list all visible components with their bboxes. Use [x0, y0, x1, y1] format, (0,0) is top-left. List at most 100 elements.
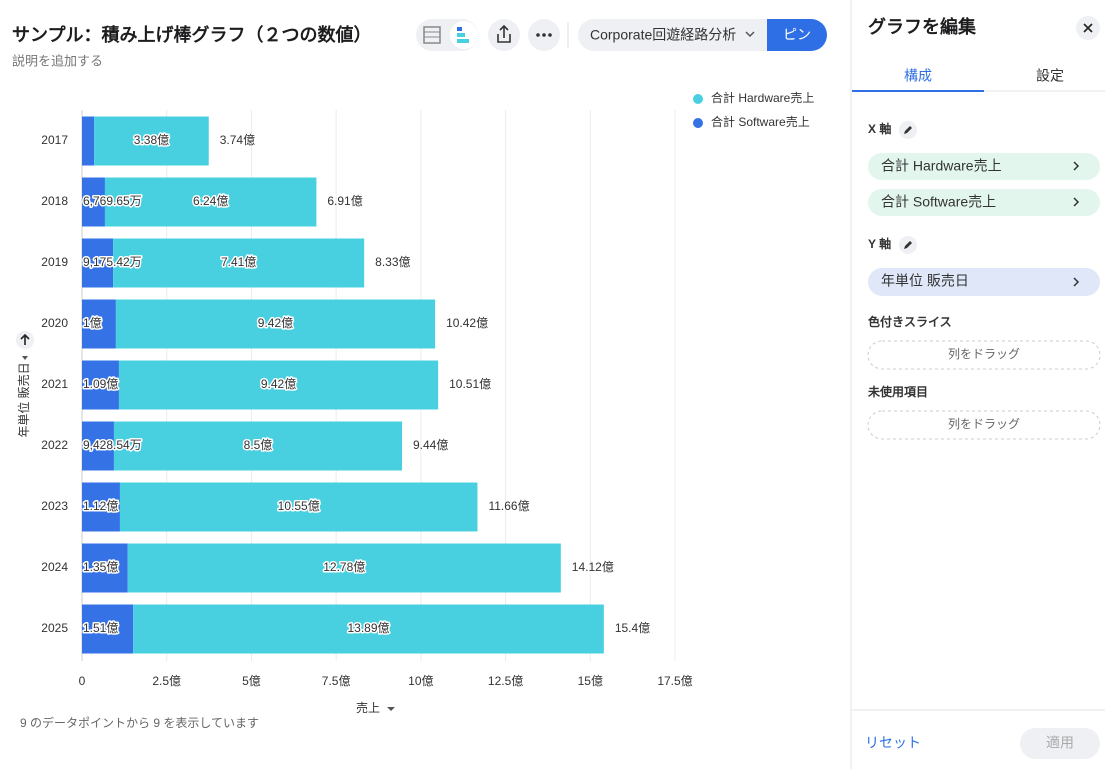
- total-label: 9.44億: [413, 438, 448, 452]
- drop-zone[interactable]: 列をドラッグ: [867, 340, 1101, 370]
- bar-segment: [82, 543, 128, 593]
- field-label: 合計 Hardware売上: [881, 158, 1002, 174]
- edit-button[interactable]: [899, 236, 917, 254]
- data-label: 6,769.65万: [83, 194, 142, 208]
- total-label: 14.12億: [572, 560, 614, 574]
- field-label: 合計 Software売上: [881, 194, 996, 210]
- reset-button[interactable]: リセット: [865, 735, 921, 751]
- data-label: 12.78億: [323, 560, 365, 574]
- y-tick-label: 2020: [41, 316, 68, 330]
- chart: 0 2.5億 5億 7.5億 10億 12.5億 15億 17.5億 2017 3.38億 3.74…: [41, 90, 814, 688]
- data-label: 13.89億: [347, 621, 389, 635]
- x-axis-caret: [387, 707, 395, 711]
- y-tick-label: 2021: [41, 377, 68, 391]
- bar-segment: [127, 543, 561, 593]
- total-label: 8.33億: [375, 255, 410, 269]
- pin-button[interactable]: ピン: [767, 19, 827, 51]
- bar-segment: [82, 238, 114, 288]
- y-axis-caret: [22, 356, 28, 360]
- x-tick-label: 5億: [242, 674, 261, 688]
- x-tick-label: 2.5億: [152, 674, 181, 688]
- tab-active[interactable]: 構成: [904, 68, 932, 84]
- data-label: 8.5億: [244, 438, 273, 452]
- data-label: 3.38億: [134, 133, 169, 147]
- y-tick-label: 2024: [41, 560, 68, 574]
- x-tick-label: 12.5億: [488, 674, 523, 688]
- data-label: 1.35億: [83, 560, 118, 574]
- apply-button[interactable]: 適用: [1020, 728, 1100, 759]
- legend-swatch: [693, 118, 703, 128]
- edit-button[interactable]: [899, 121, 917, 139]
- bar-segment: [115, 299, 436, 349]
- title: サンプル：積み上げ棒グラフ（２つの数値）: [12, 24, 371, 45]
- data-label: 10.55億: [278, 499, 320, 513]
- data-label: 1.12億: [83, 499, 118, 513]
- y-tick-label: 2023: [41, 499, 68, 513]
- data-label: 1億: [83, 316, 102, 330]
- total-label: 10.42億: [446, 316, 488, 330]
- bar-segment: [94, 116, 209, 166]
- y-tick-label: 2018: [41, 194, 68, 208]
- bar-segment: [104, 177, 317, 227]
- bar-segment: [133, 604, 604, 654]
- bar-segment: [82, 116, 95, 166]
- y-tick-label: 2019: [41, 255, 68, 269]
- field-pill[interactable]: 合計 Software売上: [868, 189, 1100, 216]
- section-label: Y 軸: [868, 236, 891, 251]
- subtitle[interactable]: 説明を追加する: [12, 53, 103, 68]
- total-label: 15.4億: [615, 621, 650, 635]
- x-tick-label: 7.5億: [322, 674, 351, 688]
- data-label: 9.42億: [258, 316, 293, 330]
- legend-label: 合計 Software売上: [711, 114, 810, 129]
- view-toggle[interactable]: [416, 19, 478, 51]
- dropdown[interactable]: Corporate回遊経路分析: [578, 19, 767, 51]
- bar-segment: [113, 421, 402, 471]
- bar-segment: [82, 177, 105, 227]
- panel-title: グラフを編集: [868, 16, 977, 37]
- data-label: 1.51億: [83, 621, 118, 635]
- total-label: 11.66億: [488, 499, 529, 513]
- field-label: 年単位 販売日: [881, 273, 969, 289]
- x-tick-label: 0: [79, 674, 86, 688]
- bar-segment: [119, 482, 478, 532]
- close-button[interactable]: [1076, 16, 1100, 40]
- x-tick-label: 17.5億: [657, 674, 692, 688]
- bar-segment: [82, 360, 119, 410]
- field-pill[interactable]: 合計 Hardware売上: [868, 153, 1100, 180]
- y-sort-button[interactable]: [16, 331, 34, 349]
- data-label: 6.24億: [193, 194, 228, 208]
- bar-segment: [82, 482, 120, 532]
- total-label: 10.51億: [449, 377, 491, 391]
- y-axis-title[interactable]: 年単位 販売日: [16, 362, 31, 437]
- section-label: 未使用項目: [867, 384, 928, 399]
- data-label: 1.09億: [83, 377, 118, 391]
- y-tick-label: 2017: [41, 133, 68, 147]
- footer-note: 9 のデータポイントから 9 を表示しています: [20, 715, 259, 730]
- drop-label: 列をドラッグ: [948, 417, 1020, 431]
- bar-segment: [113, 238, 365, 288]
- y-tick-label: 2022: [41, 438, 68, 452]
- bar-segment: [82, 604, 134, 654]
- total-label: 3.74億: [220, 133, 255, 147]
- section-label: X 軸: [868, 121, 891, 136]
- field-pill[interactable]: 年単位 販売日: [868, 268, 1100, 296]
- drop-zone[interactable]: 列をドラッグ: [867, 410, 1101, 440]
- bar-segment: [82, 421, 114, 471]
- tab[interactable]: 設定: [1036, 68, 1064, 84]
- bar-segment: [82, 299, 116, 349]
- bar-segment: [118, 360, 439, 410]
- legend-swatch: [693, 94, 703, 104]
- data-label: 9,428.54万: [83, 438, 142, 452]
- more-button[interactable]: [528, 19, 560, 51]
- total-label: 6.91億: [327, 194, 362, 208]
- data-label: 9,175.42万: [83, 255, 142, 269]
- section-label: 色付きスライス: [868, 314, 952, 329]
- data-label: 7.41億: [221, 255, 256, 269]
- drop-label: 列をドラッグ: [948, 347, 1020, 361]
- data-label: 9.42億: [261, 377, 296, 391]
- pin-label: ピン: [783, 27, 811, 43]
- x-axis-title[interactable]: 売上: [356, 700, 380, 715]
- share-button[interactable]: [488, 19, 520, 51]
- x-tick-label: 10億: [408, 674, 433, 688]
